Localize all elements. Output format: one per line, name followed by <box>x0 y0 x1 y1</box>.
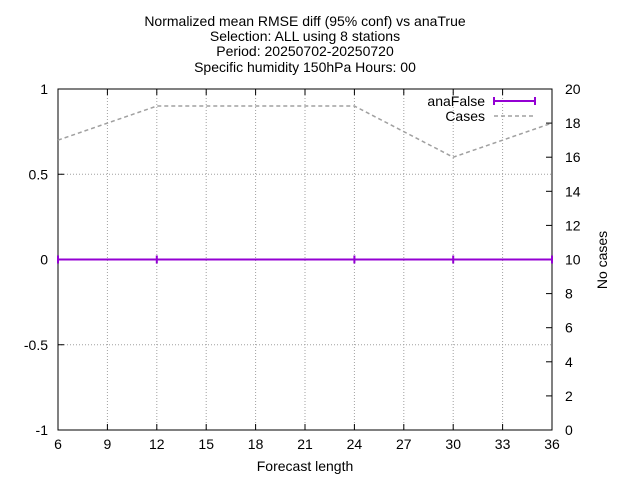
y2-axis-label: No cases <box>594 231 610 289</box>
y-tick-label: -0.5 <box>24 337 48 353</box>
y2-tick-label: 16 <box>565 149 581 165</box>
legend-label: anaFalse <box>427 93 485 109</box>
series-line-cases <box>57 105 553 159</box>
chart-title-line-4: Specific humidity 150hPa Hours: 00 <box>194 59 416 75</box>
y2-tick-label: 12 <box>565 217 581 233</box>
y2-tick-label: 20 <box>565 81 581 97</box>
x-tick-label: 33 <box>495 436 511 452</box>
legend-label: Cases <box>445 108 485 124</box>
chart-title-line-3: Period: 20250702-20250720 <box>216 43 394 59</box>
x-tick-label: 15 <box>198 436 214 452</box>
series-layer <box>57 105 553 264</box>
x-tick-label: 6 <box>54 436 62 452</box>
x-tick-label: 36 <box>544 436 560 452</box>
y-tick-label: 0.5 <box>29 166 49 182</box>
y2-tick-label: 6 <box>565 320 573 336</box>
x-tick-label: 12 <box>149 436 165 452</box>
y2-tick-label: 2 <box>565 388 573 404</box>
x-tick-label: 21 <box>297 436 313 452</box>
chart-title-line-2: Selection: ALL using 8 stations <box>210 28 400 44</box>
y2-tick-label: 8 <box>565 286 573 302</box>
x-axis-label: Forecast length <box>257 458 354 474</box>
y2-tick-label: 0 <box>565 422 573 438</box>
y2-tick-label: 4 <box>565 354 573 370</box>
y2-tick-label: 14 <box>565 183 581 199</box>
chart-title: Normalized mean RMSE diff (95% conf) vs … <box>144 13 466 75</box>
x-tick-label: 30 <box>445 436 461 452</box>
x-tick-label: 9 <box>104 436 112 452</box>
y-tick-label: 0 <box>40 252 48 268</box>
x-tick-label: 27 <box>396 436 412 452</box>
y2-tick-label: 10 <box>565 252 581 268</box>
chart-title-line-1: Normalized mean RMSE diff (95% conf) vs … <box>144 13 466 29</box>
y2-tick-label: 18 <box>565 115 581 131</box>
axes: 6 9 12 15 18 21 24 27 30 33 36-1-0.500.51024681012… <box>24 81 581 452</box>
x-tick-label: 24 <box>347 436 363 452</box>
x-tick-label: 18 <box>248 436 264 452</box>
y-tick-label: -1 <box>36 422 49 438</box>
y-tick-label: 1 <box>40 81 48 97</box>
